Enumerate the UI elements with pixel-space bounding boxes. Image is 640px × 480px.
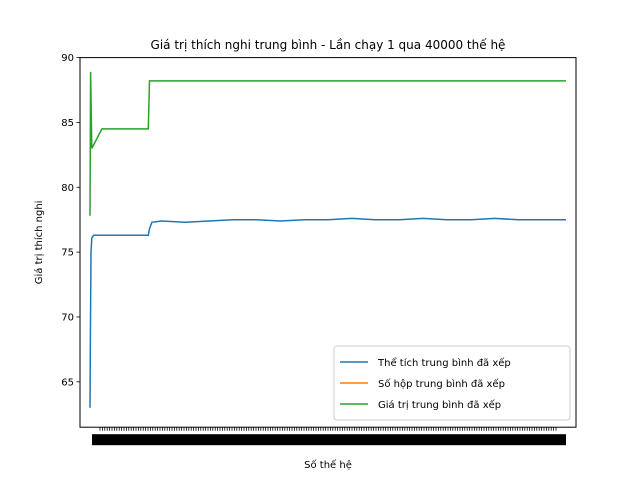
chart-title: Giá trị thích nghi trung bình - Lần chạy…	[151, 38, 506, 52]
series-line-3	[89, 71, 566, 216]
legend: Thể tích trung bình đã xếp Số hộp trung b…	[333, 345, 571, 421]
y-tick-label: 75	[61, 248, 74, 259]
y-axis: 65 70 75 80 85 90	[61, 53, 80, 388]
legend-label-3: Giá trị trung bình đã xếp	[378, 399, 501, 411]
x-tick-labels-overlapping	[92, 434, 566, 446]
y-tick-label: 90	[61, 53, 74, 64]
y-axis-label: Giá trị thích nghi	[33, 201, 45, 285]
y-tick-label: 65	[61, 377, 74, 388]
y-tick-label: 85	[61, 118, 74, 129]
legend-label-2: Số hộp trung bình đã xếp	[378, 378, 505, 390]
y-tick-label: 80	[61, 183, 74, 194]
x-axis-label: Số thế hệ	[304, 459, 352, 471]
legend-label-1: Thể tích trung bình đã xếp	[377, 356, 511, 369]
plot-area	[89, 71, 566, 408]
x-axis	[92, 427, 566, 446]
y-tick-label: 70	[61, 312, 74, 323]
legend-box	[333, 345, 571, 421]
x-tick-marks	[99, 427, 557, 431]
series-line-1	[89, 217, 566, 408]
